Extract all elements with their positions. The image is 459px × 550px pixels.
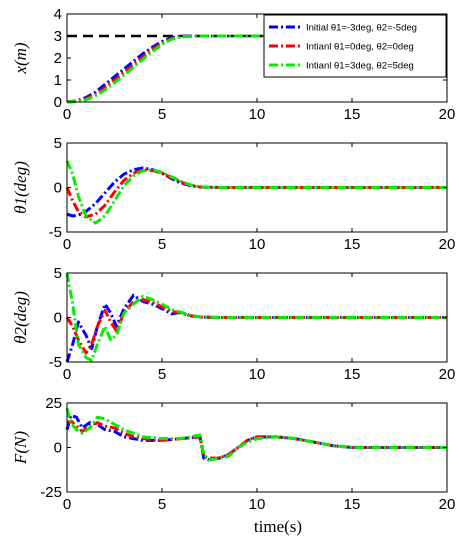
- y-axis-label: x(m): [11, 42, 30, 74]
- y-tick-label: 0: [54, 440, 62, 457]
- legend-entry-label: Intianl θ1=3deg, θ2=5deg: [306, 61, 414, 72]
- legend: Initial θ1=-3deg, θ2=-5deg Intianl θ1=0de…: [263, 14, 447, 78]
- x-tick-label: 10: [249, 106, 266, 123]
- y-axis-label: F(N): [11, 431, 30, 465]
- legend-entry-label: Initial θ1=-3deg, θ2=-5deg: [306, 23, 417, 34]
- y-axis-label: θ2(deg): [11, 291, 30, 344]
- x-tick-label: 0: [63, 496, 71, 513]
- y-tick-label: 0: [54, 94, 62, 111]
- x-tick-label: 15: [344, 236, 361, 253]
- x-tick-label: 0: [63, 236, 71, 253]
- legend-entry-label: Intianl θ1=0deg, θ2=0deg: [306, 42, 414, 53]
- x-tick-label: 5: [158, 106, 166, 123]
- y-axis-label: θ1(deg): [11, 161, 30, 214]
- series-line-2: [65, 298, 447, 355]
- y-tick-label: 25: [45, 395, 62, 412]
- y-tick-label: 0: [54, 310, 62, 327]
- x-tick-label: 10: [249, 496, 266, 513]
- x-tick-label: 10: [249, 366, 266, 383]
- series-line-3: [65, 160, 447, 225]
- x-tick-label: 20: [439, 236, 456, 253]
- series-line-2: [66, 419, 447, 460]
- x-tick-label: 15: [344, 106, 361, 123]
- x-tick-label: 5: [158, 236, 166, 253]
- x-tick-label: 5: [158, 366, 166, 383]
- y-tick-label: 0: [54, 180, 62, 197]
- x-tick-label: 20: [439, 106, 456, 123]
- x-tick-label: 15: [344, 496, 361, 513]
- y-tick-label: 5: [54, 135, 62, 152]
- y-tick-label: 5: [54, 265, 62, 282]
- x-tick-label: 20: [439, 366, 456, 383]
- x-tick-label: 15: [344, 366, 361, 383]
- y-tick-label: 4: [54, 6, 62, 23]
- x-tick-label: 5: [158, 496, 166, 513]
- x-tick-label: 10: [249, 236, 266, 253]
- y-tick-label: 3: [54, 28, 62, 45]
- y-tick-label: -5: [49, 354, 62, 371]
- x-tick-label: 0: [63, 366, 71, 383]
- y-tick-label: 2: [54, 50, 62, 67]
- x-axis-label: time(s): [254, 517, 302, 536]
- series-line-3: [65, 272, 447, 362]
- x-tick-label: 0: [63, 106, 71, 123]
- y-tick-label: -5: [49, 224, 62, 241]
- y-tick-label: -25: [40, 484, 62, 501]
- y-tick-label: 1: [54, 72, 62, 89]
- x-tick-label: 20: [439, 496, 456, 513]
